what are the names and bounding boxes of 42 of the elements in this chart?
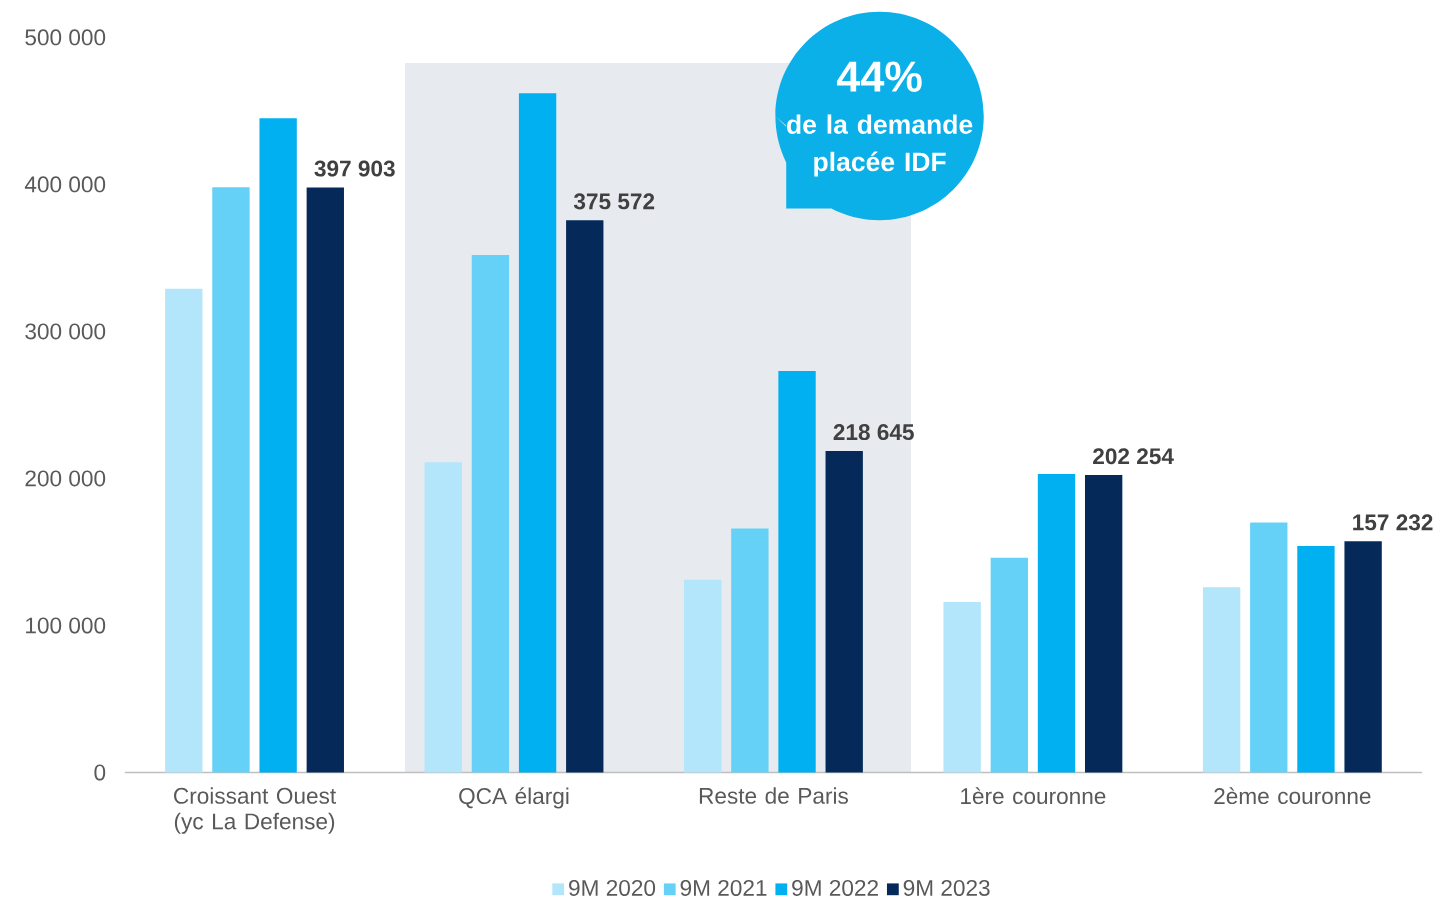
- x-tick-label: 2ème couronne: [1214, 787, 1371, 805]
- y-tick-label: 300 000: [25, 323, 106, 340]
- data-label: 202 254: [1093, 448, 1174, 465]
- bar: [1037, 474, 1076, 773]
- bar: [566, 220, 604, 773]
- y-tick-label: 200 000: [25, 470, 106, 487]
- bar: [731, 528, 769, 773]
- bar: [825, 451, 863, 773]
- y-tick-label: 400 000: [24, 176, 106, 193]
- x-tick-label: Reste de Paris: [699, 787, 848, 805]
- legend-label: 9M 2020: [569, 880, 656, 897]
- bar: [990, 558, 1028, 773]
- x-tick-label: Croissant Ouest (yc La Defense): [174, 787, 336, 835]
- bar: [471, 255, 510, 773]
- annotation: 44%: [836, 61, 922, 93]
- data-label: 375 572: [573, 193, 655, 210]
- bar: [1084, 475, 1123, 773]
- bar: [684, 580, 722, 773]
- bar: [778, 371, 816, 773]
- bar: [518, 93, 557, 773]
- y-tick-label: 500 000: [25, 29, 106, 46]
- y-tick-label: 0: [94, 764, 106, 781]
- bar: [1250, 522, 1288, 773]
- bar: [1344, 541, 1382, 773]
- x-tick-label: 1ère couronne: [961, 787, 1106, 805]
- legend-label: 9M 2023: [903, 880, 990, 897]
- bar: [306, 187, 344, 773]
- annotation: de la demande placée IDF: [787, 114, 973, 177]
- bar: [212, 187, 250, 773]
- legend-label: 9M 2021: [680, 880, 767, 897]
- legend-label: 9M 2022: [792, 880, 878, 897]
- bar: [259, 118, 297, 773]
- bar: [165, 288, 203, 773]
- x-tick-label: QCA élargi: [459, 787, 569, 809]
- data-label: 157 232: [1353, 514, 1433, 531]
- bar: [1297, 546, 1335, 773]
- bar: [424, 462, 462, 773]
- data-label: 397 903: [314, 160, 395, 177]
- y-tick-label: 100 000: [26, 617, 106, 634]
- bar: [943, 602, 981, 773]
- bar: [1202, 587, 1241, 773]
- data-label: 218 645: [833, 424, 914, 441]
